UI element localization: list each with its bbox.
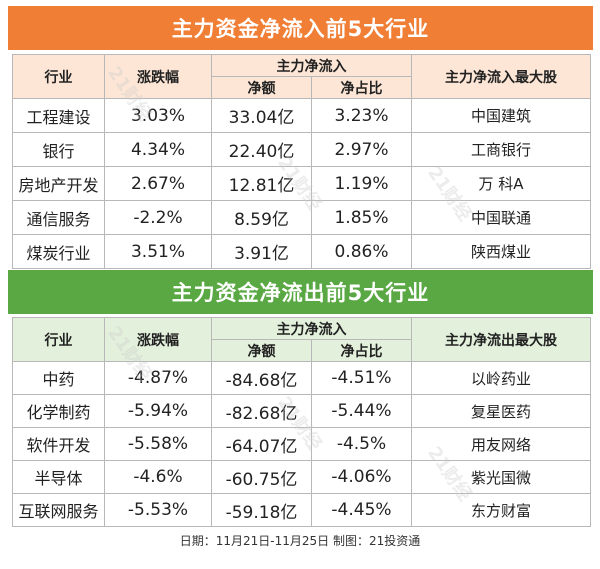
industry-cell: 通信服务	[12, 200, 105, 235]
industry-cell: 房地产开发	[12, 166, 105, 201]
change-cell: 3.51%	[104, 234, 212, 269]
net-cell: 12.81亿	[211, 166, 312, 201]
table-row: 中药 -4.87% -84.68亿 -4.51% 以岭药业	[12, 361, 591, 395]
net-cell: -60.75亿	[211, 460, 312, 494]
ratio-cell: -4.51%	[311, 361, 412, 395]
industry-cell: 中药	[12, 361, 105, 395]
footer-credit: 日期：11月21日-11月25日 制图：21投资通	[179, 534, 421, 548]
outflow-header-main: 主力净流入	[211, 317, 412, 340]
stock-cell: 陕西煤业	[411, 234, 591, 269]
stock-cell: 中国联通	[411, 200, 591, 235]
change-cell: -5.58%	[104, 427, 212, 461]
inflow-header-ratio: 净占比	[311, 76, 412, 99]
stock-cell: 紫光国微	[411, 460, 591, 494]
net-cell: 8.59亿	[211, 200, 312, 235]
change-cell: 4.34%	[104, 132, 212, 167]
outflow-header-ratio: 净占比	[311, 339, 412, 362]
table-row: 银行 4.34% 22.40亿 2.97% 工商银行	[12, 132, 591, 167]
industry-cell: 软件开发	[12, 427, 105, 461]
net-cell: 3.91亿	[211, 234, 312, 269]
ratio-cell: 2.97%	[311, 132, 412, 167]
industry-cell: 银行	[12, 132, 105, 167]
inflow-title: 主力资金净流入前5大行业	[8, 6, 593, 50]
stock-cell: 以岭药业	[411, 361, 591, 395]
table-row: 化学制药 -5.94% -82.68亿 -5.44% 复星医药	[12, 394, 591, 428]
outflow-title: 主力资金净流出前5大行业	[8, 270, 593, 314]
outflow-header-change: 涨跌幅	[104, 317, 212, 362]
industry-cell: 工程建设	[12, 98, 105, 133]
outflow-header-net: 净额	[211, 339, 312, 362]
table-row: 煤炭行业 3.51% 3.91亿 0.86% 陕西煤业	[12, 234, 591, 269]
change-cell: -4.87%	[104, 361, 212, 395]
outflow-header-industry: 行业	[12, 317, 105, 362]
change-cell: 2.67%	[104, 166, 212, 201]
stock-cell: 中国建筑	[411, 98, 591, 133]
ratio-cell: -4.5%	[311, 427, 412, 461]
ratio-cell: 1.19%	[311, 166, 412, 201]
industry-cell: 化学制药	[12, 394, 105, 428]
change-cell: -2.2%	[104, 200, 212, 235]
ratio-cell: -4.06%	[311, 460, 412, 494]
table-row: 房地产开发 2.67% 12.81亿 1.19% 万 科A	[12, 166, 591, 201]
ratio-cell: -4.45%	[311, 493, 412, 527]
stock-cell: 复星医药	[411, 394, 591, 428]
change-cell: -5.94%	[104, 394, 212, 428]
inflow-header-net: 净额	[211, 76, 312, 99]
outflow-table: 行业 涨跌幅 主力净流入 主力净流出最大股 净额 净占比 中药 -4.87% -…	[12, 317, 591, 527]
net-cell: -64.07亿	[211, 427, 312, 461]
table-row: 工程建设 3.03% 33.04亿 3.23% 中国建筑	[12, 98, 591, 133]
ratio-cell: -5.44%	[311, 394, 412, 428]
net-cell: 22.40亿	[211, 132, 312, 167]
change-cell: -4.6%	[104, 460, 212, 494]
net-cell: 33.04亿	[211, 98, 312, 133]
change-cell: -5.53%	[104, 493, 212, 527]
table-row: 通信服务 -2.2% 8.59亿 1.85% 中国联通	[12, 200, 591, 235]
stock-cell: 工商银行	[411, 132, 591, 167]
inflow-header-change: 涨跌幅	[104, 54, 212, 99]
inflow-header-top-stock: 主力净流入最大股	[411, 54, 591, 99]
stock-cell: 东方财富	[411, 493, 591, 527]
ratio-cell: 0.86%	[311, 234, 412, 269]
net-cell: -84.68亿	[211, 361, 312, 395]
table-row: 半导体 -4.6% -60.75亿 -4.06% 紫光国微	[12, 460, 591, 494]
table-row: 互联网服务 -5.53% -59.18亿 -4.45% 东方财富	[12, 493, 591, 527]
industry-cell: 互联网服务	[12, 493, 105, 527]
net-cell: -59.18亿	[211, 493, 312, 527]
table-row: 软件开发 -5.58% -64.07亿 -4.5% 用友网络	[12, 427, 591, 461]
inflow-table: 行业 涨跌幅 主力净流入 主力净流入最大股 净额 净占比 工程建设 3.03% …	[12, 54, 591, 269]
outflow-header-top-stock: 主力净流出最大股	[411, 317, 591, 362]
industry-cell: 半导体	[12, 460, 105, 494]
ratio-cell: 1.85%	[311, 200, 412, 235]
change-cell: 3.03%	[104, 98, 212, 133]
inflow-header-main: 主力净流入	[211, 54, 412, 77]
stock-cell: 万 科A	[411, 166, 591, 201]
stock-cell: 用友网络	[411, 427, 591, 461]
net-cell: -82.68亿	[211, 394, 312, 428]
industry-cell: 煤炭行业	[12, 234, 105, 269]
ratio-cell: 3.23%	[311, 98, 412, 133]
inflow-header-industry: 行业	[12, 54, 105, 99]
